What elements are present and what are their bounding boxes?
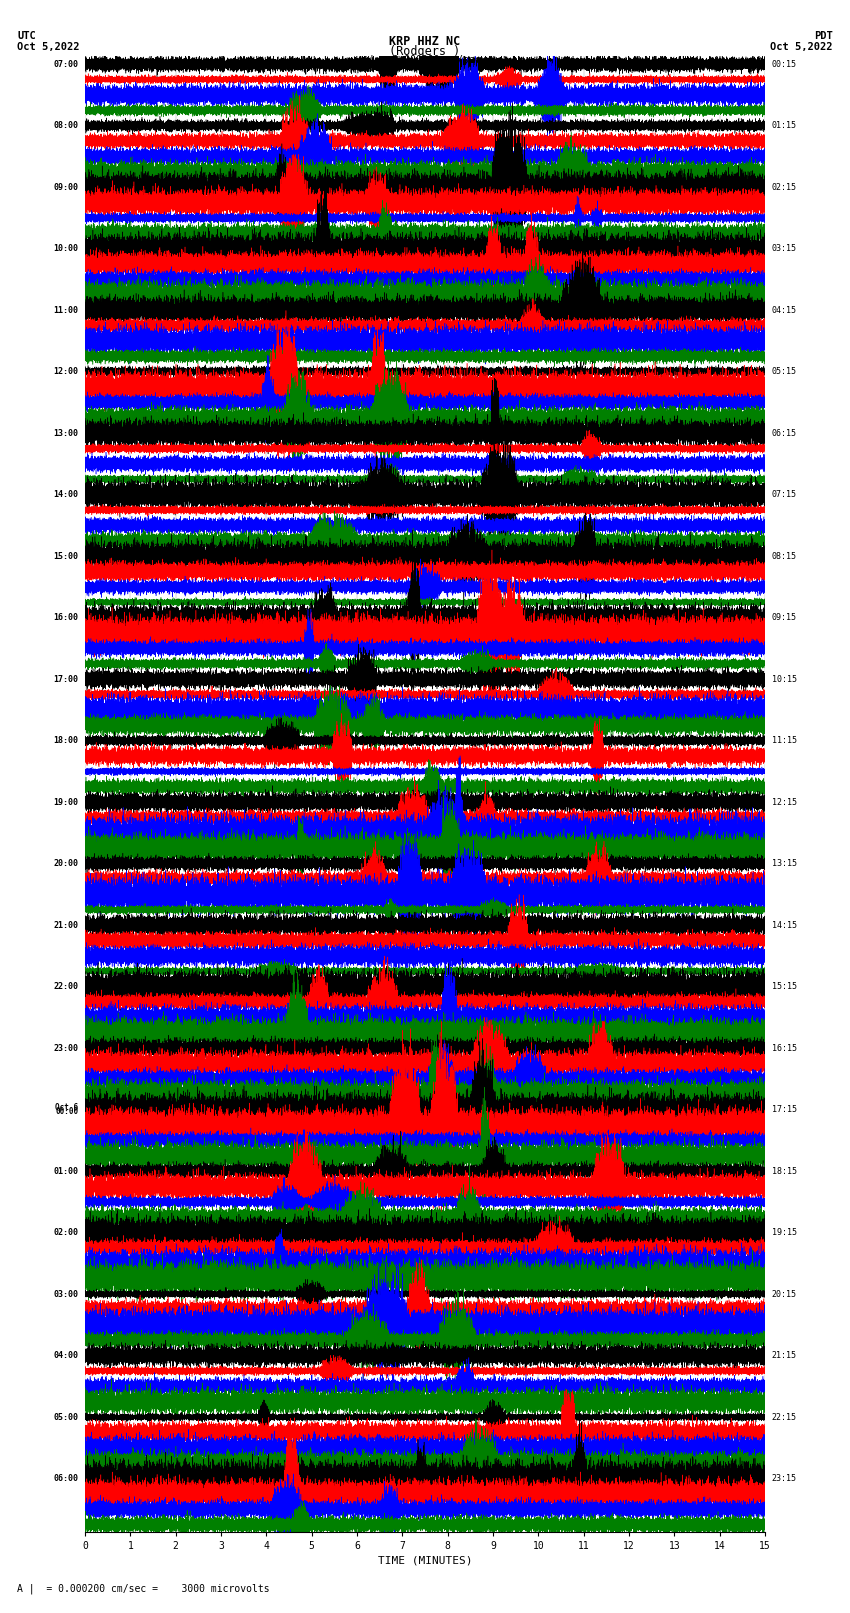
X-axis label: TIME (MINUTES): TIME (MINUTES) bbox=[377, 1555, 473, 1566]
Text: 17:15: 17:15 bbox=[772, 1105, 796, 1115]
Text: UTC: UTC bbox=[17, 31, 36, 40]
Text: 17:00: 17:00 bbox=[54, 674, 78, 684]
Text: 22:00: 22:00 bbox=[54, 982, 78, 990]
Text: 23:00: 23:00 bbox=[54, 1044, 78, 1053]
Text: 19:15: 19:15 bbox=[772, 1227, 796, 1237]
Text: 06:15: 06:15 bbox=[772, 429, 796, 437]
Text: 12:00: 12:00 bbox=[54, 368, 78, 376]
Text: 23:15: 23:15 bbox=[772, 1474, 796, 1482]
Text: 11:00: 11:00 bbox=[54, 305, 78, 315]
Text: 21:15: 21:15 bbox=[772, 1352, 796, 1360]
Text: 06:00: 06:00 bbox=[54, 1474, 78, 1482]
Text: 21:00: 21:00 bbox=[54, 921, 78, 929]
Text: 08:15: 08:15 bbox=[772, 552, 796, 561]
Text: 14:15: 14:15 bbox=[772, 921, 796, 929]
Text: Oct 6: Oct 6 bbox=[55, 1103, 78, 1111]
Text: 14:00: 14:00 bbox=[54, 490, 78, 498]
Text: 16:15: 16:15 bbox=[772, 1044, 796, 1053]
Text: 01:00: 01:00 bbox=[54, 1166, 78, 1176]
Text: 07:00: 07:00 bbox=[54, 60, 78, 69]
Text: Oct 5,2022: Oct 5,2022 bbox=[770, 42, 833, 52]
Text: Oct 5,2022: Oct 5,2022 bbox=[17, 42, 80, 52]
Text: 02:00: 02:00 bbox=[54, 1227, 78, 1237]
Text: (Rodgers ): (Rodgers ) bbox=[389, 45, 461, 58]
Text: 15:15: 15:15 bbox=[772, 982, 796, 990]
Text: 16:00: 16:00 bbox=[54, 613, 78, 623]
Text: 00:15: 00:15 bbox=[772, 60, 796, 69]
Text: 13:00: 13:00 bbox=[54, 429, 78, 437]
Text: 19:00: 19:00 bbox=[54, 797, 78, 806]
Text: A |  = 0.000200 cm/sec =    3000 microvolts: A | = 0.000200 cm/sec = 3000 microvolts bbox=[17, 1582, 269, 1594]
Text: 10:00: 10:00 bbox=[54, 244, 78, 253]
Text: 02:15: 02:15 bbox=[772, 182, 796, 192]
Text: 04:15: 04:15 bbox=[772, 305, 796, 315]
Text: 10:15: 10:15 bbox=[772, 674, 796, 684]
Text: 08:00: 08:00 bbox=[54, 121, 78, 131]
Text: 03:15: 03:15 bbox=[772, 244, 796, 253]
Text: 12:15: 12:15 bbox=[772, 797, 796, 806]
Text: 03:00: 03:00 bbox=[54, 1289, 78, 1298]
Text: 15:00: 15:00 bbox=[54, 552, 78, 561]
Text: PDT: PDT bbox=[814, 31, 833, 40]
Text: 09:00: 09:00 bbox=[54, 182, 78, 192]
Text: 22:15: 22:15 bbox=[772, 1413, 796, 1421]
Text: 18:15: 18:15 bbox=[772, 1166, 796, 1176]
Text: 20:15: 20:15 bbox=[772, 1289, 796, 1298]
Text: 09:15: 09:15 bbox=[772, 613, 796, 623]
Text: 20:00: 20:00 bbox=[54, 860, 78, 868]
Text: 01:15: 01:15 bbox=[772, 121, 796, 131]
Text: 07:15: 07:15 bbox=[772, 490, 796, 498]
Text: KRP HHZ NC: KRP HHZ NC bbox=[389, 35, 461, 48]
Text: 05:15: 05:15 bbox=[772, 368, 796, 376]
Text: 13:15: 13:15 bbox=[772, 860, 796, 868]
Text: 11:15: 11:15 bbox=[772, 736, 796, 745]
Text: 18:00: 18:00 bbox=[54, 736, 78, 745]
Text: 00:00: 00:00 bbox=[55, 1108, 78, 1116]
Text: 05:00: 05:00 bbox=[54, 1413, 78, 1421]
Text: 04:00: 04:00 bbox=[54, 1352, 78, 1360]
Text: | = 0.000200 cm/sec: | = 0.000200 cm/sec bbox=[369, 55, 481, 66]
